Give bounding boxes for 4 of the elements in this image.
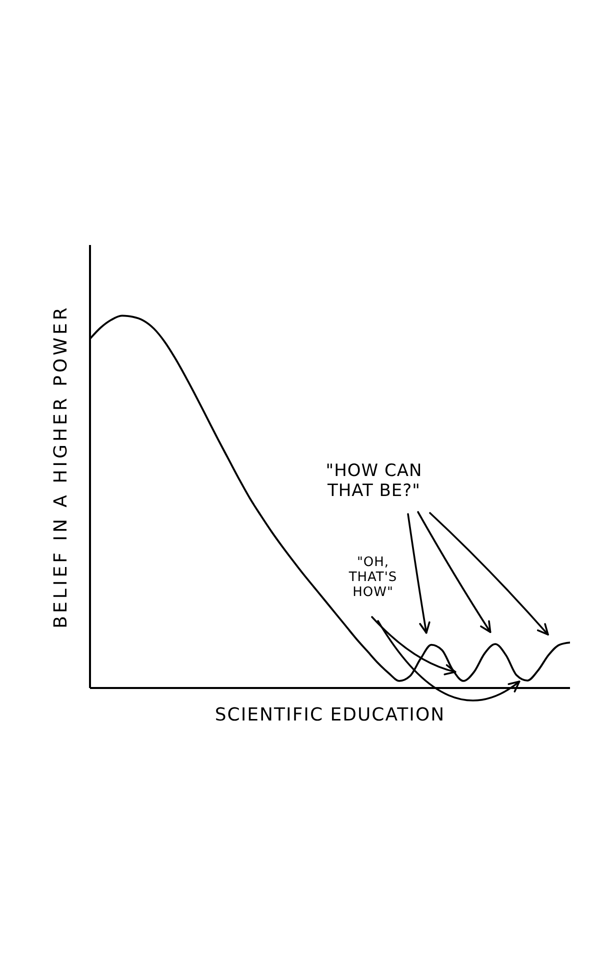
- y-axis-title: BELIEF IN A HIGHER POWER: [50, 304, 72, 628]
- annotation: "HOW CAN THAT BE?": [324, 461, 424, 502]
- x-axis-title: SCIENTIFIC EDUCATION: [214, 704, 446, 726]
- annotation: "OH, THAT'S HOW": [348, 555, 398, 601]
